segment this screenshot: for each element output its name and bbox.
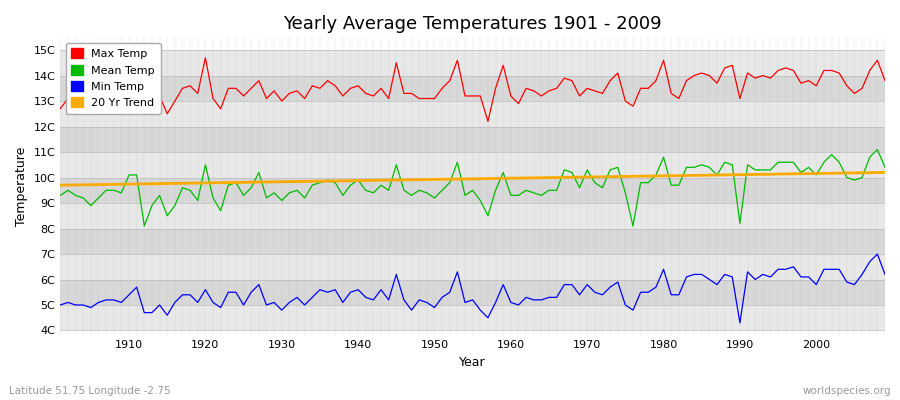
Bar xyxy=(60,101,885,126)
Legend: Max Temp, Mean Temp, Min Temp, 20 Yr Trend: Max Temp, Mean Temp, Min Temp, 20 Yr Tre… xyxy=(66,43,160,114)
Bar xyxy=(60,228,885,254)
Text: Latitude 51.75 Longitude -2.75: Latitude 51.75 Longitude -2.75 xyxy=(9,386,171,396)
X-axis label: Year: Year xyxy=(459,356,486,369)
Bar xyxy=(60,254,885,280)
Title: Yearly Average Temperatures 1901 - 2009: Yearly Average Temperatures 1901 - 2009 xyxy=(284,15,662,33)
Bar xyxy=(60,305,885,330)
Y-axis label: Temperature: Temperature xyxy=(15,147,28,226)
Bar xyxy=(60,178,885,203)
Bar xyxy=(60,50,885,76)
Text: worldspecies.org: worldspecies.org xyxy=(803,386,891,396)
Bar xyxy=(60,152,885,178)
Bar xyxy=(60,203,885,228)
Bar xyxy=(60,126,885,152)
Bar xyxy=(60,280,885,305)
Bar xyxy=(60,76,885,101)
